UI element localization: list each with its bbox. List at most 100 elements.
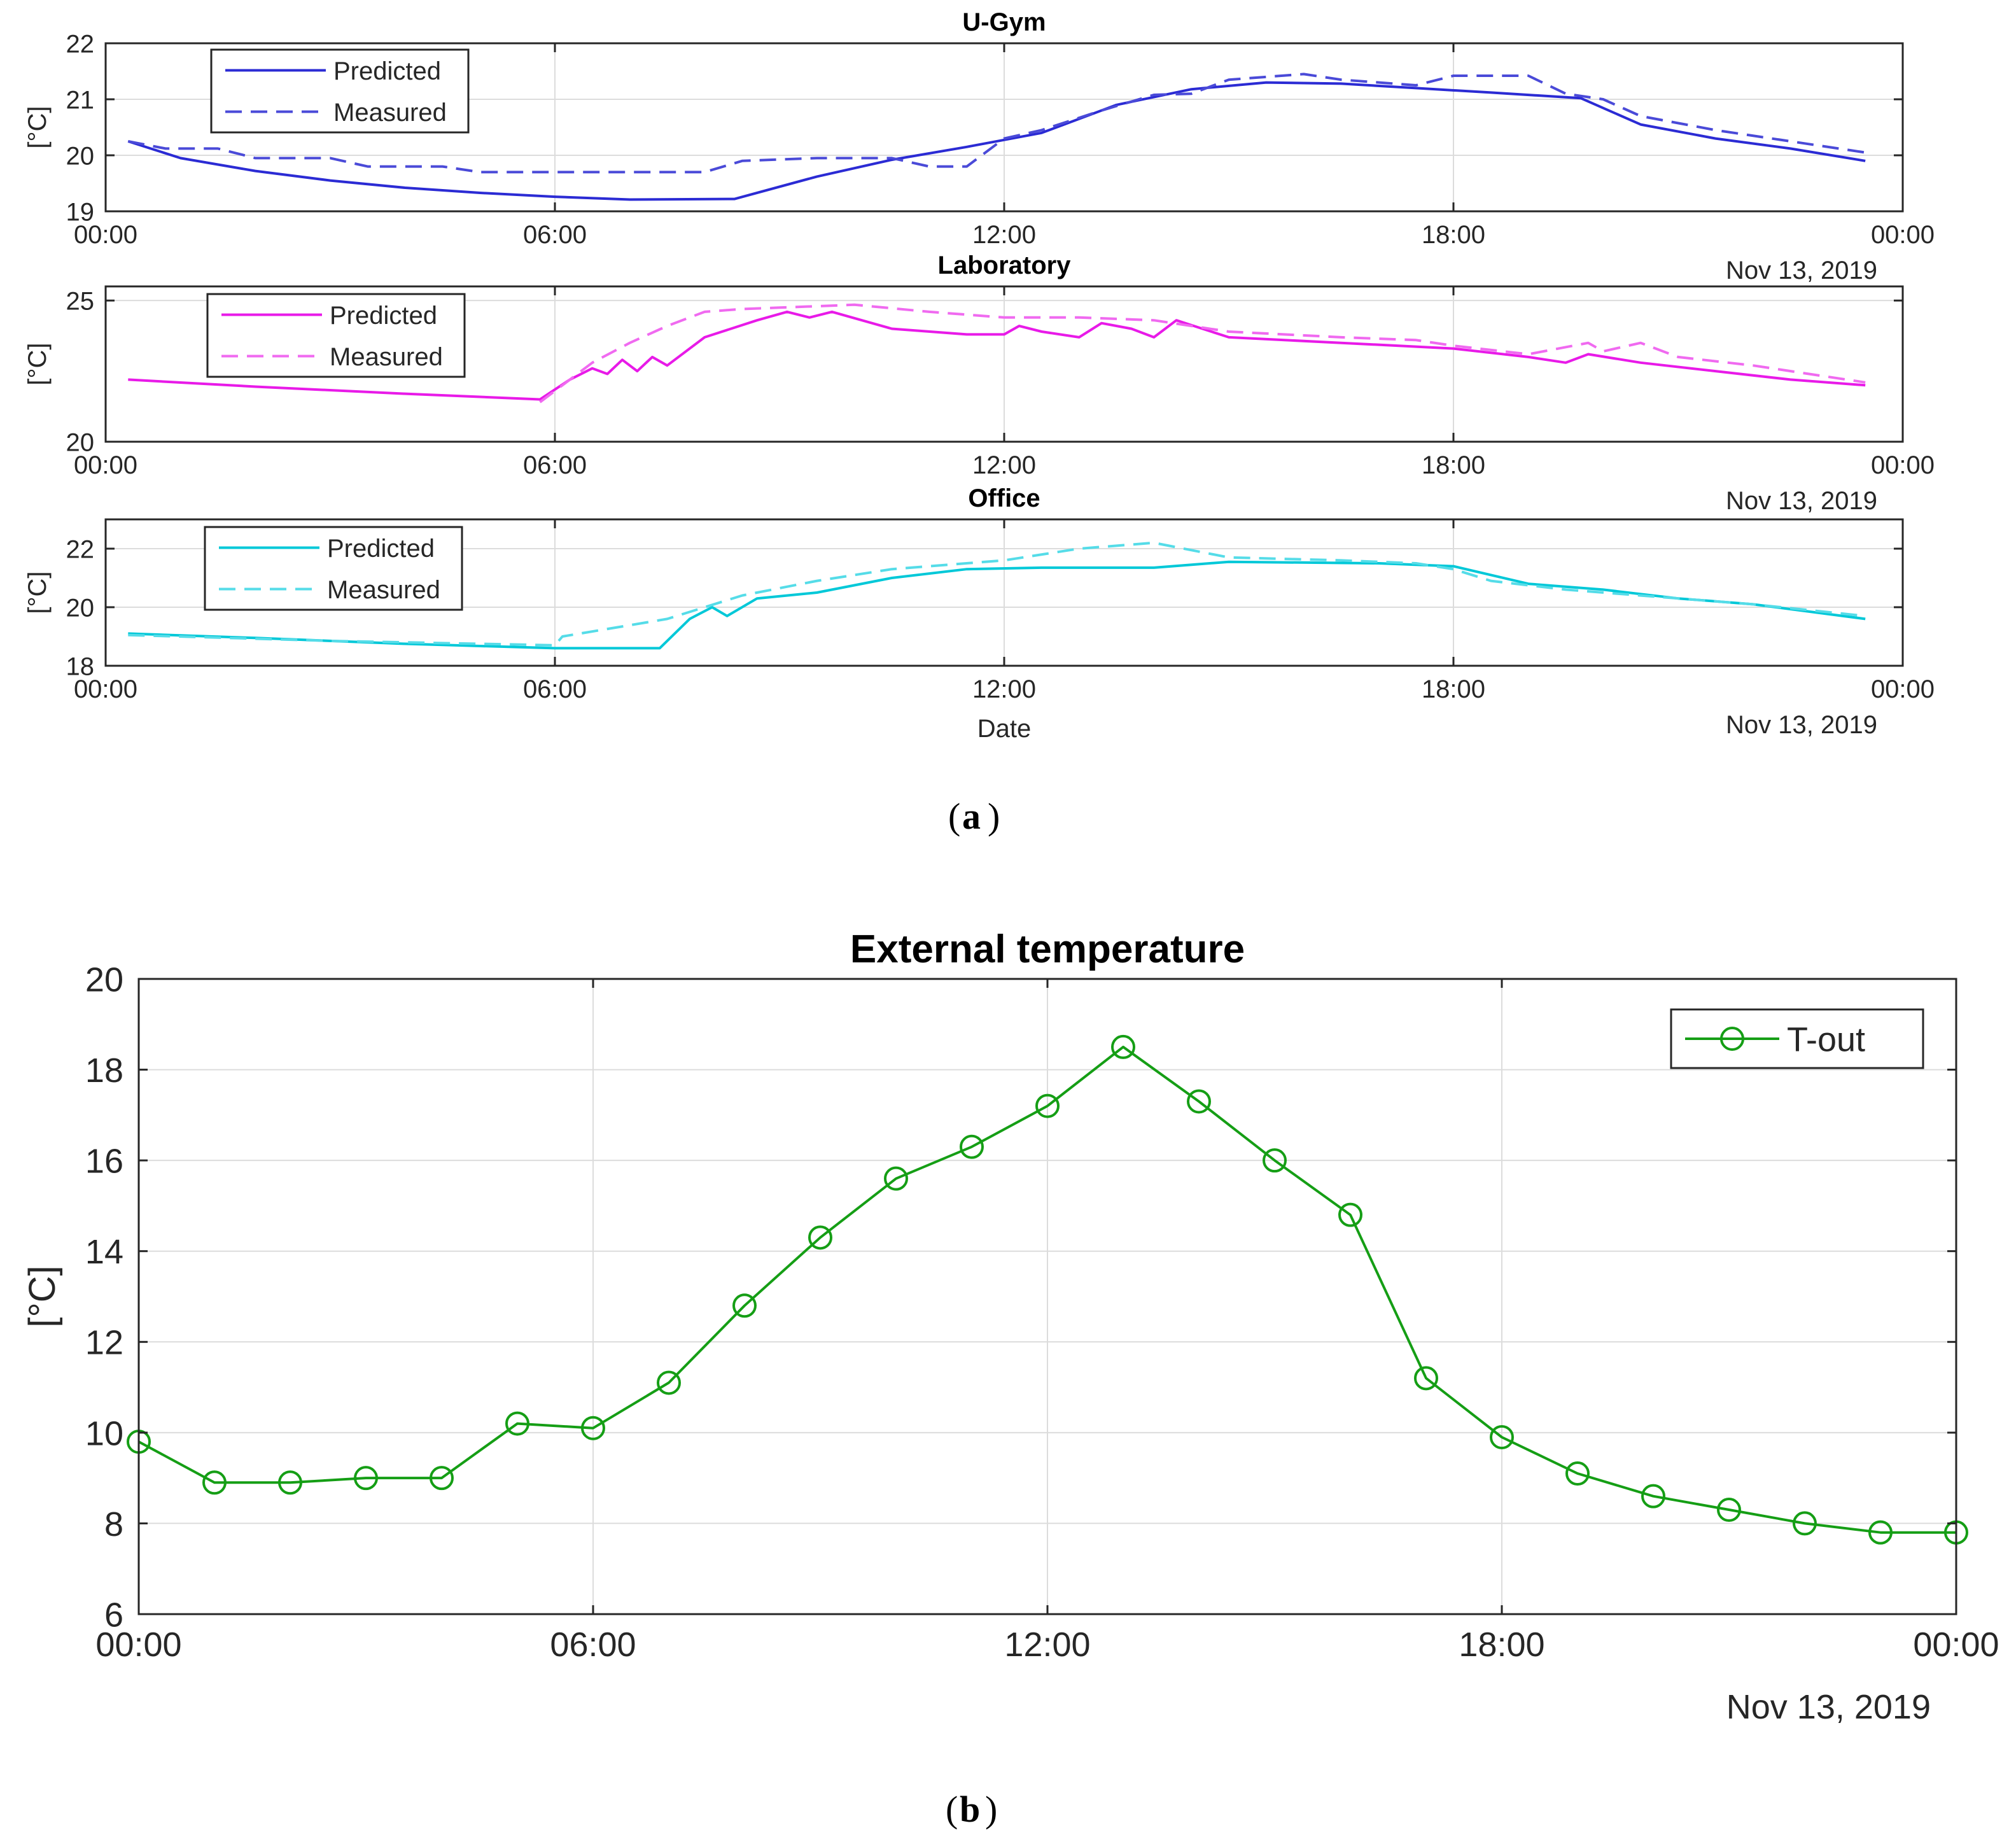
data-point [1565,1461,1590,1486]
svg-text:(: ( [946,1789,958,1830]
data-point [430,1466,454,1491]
x-axis-ticks: 00:00 06:00 12:00 18:00 00:00 [74,43,1935,249]
series-line-predicted [127,81,1866,201]
y-tick-label: 14 [85,1233,123,1271]
series-predicted [128,310,1866,401]
panel-a-office-chart: 00:00 06:00 12:00 18:00 00:00182022Office[°C… [24,484,1935,743]
y-tick-label: 19 [66,198,95,226]
x-tick-label: 06:00 [550,1626,636,1664]
y-axis-label: [°C] [24,571,52,614]
data-point [1490,1424,1514,1449]
x-tick-label: 18:00 [1422,675,1485,703]
series-line-t-out [138,1045,1956,1534]
x-tick-label: 00:00 [74,221,137,249]
x-tick-label: 06:00 [523,221,587,249]
vertical-gridlines [554,43,1454,211]
date-label: Nov 13, 2019 [1726,1688,1931,1726]
y-tick-label: 21 [66,86,95,114]
y-axis-ticks: 6 8 10 12 14 16 18 20 [85,960,1956,1634]
y-axis-label: [°C] [22,1265,63,1327]
x-tick-label: 00:00 [1871,675,1935,703]
data-point [657,1370,681,1395]
x-tick-label: 12:00 [1004,1626,1090,1664]
panel-b-external-temperature-chart: 00:00 06:00 12:00 18:00 00:0068101214161820E… [22,927,1999,1726]
data-point [884,1166,908,1191]
data-point [1338,1202,1362,1227]
vertical-gridlines [592,979,1502,1614]
date-label: Nov 13, 2019 [1726,487,1877,515]
series-predicted [128,560,1866,650]
caption-b-letter: b [960,1789,980,1830]
x-tick-label: 00:00 [74,451,137,479]
legend: Predicted Measured [210,48,470,134]
data-point [354,1466,378,1491]
x-tick-label: 12:00 [972,451,1036,479]
legend-label-measured: Measured [330,343,443,371]
x-axis-ticks: 00:00 06:00 12:00 18:00 00:00 [74,286,1935,479]
legend-box [210,48,470,134]
vertical-gridlines [554,286,1454,442]
x-axis-ticks: 00:00 06:00 12:00 18:00 00:00 [74,519,1935,703]
x-tick-label: 06:00 [523,451,587,479]
x-tick-label: 18:00 [1422,221,1485,249]
data-point [1641,1484,1665,1508]
data-point [1187,1089,1211,1114]
y-tick-label: 18 [85,1051,123,1090]
data-point [1263,1148,1287,1173]
legend-label-t-out: T-out [1787,1020,1865,1058]
svg-text:): ) [988,796,1000,837]
horizontal-gridlines [139,1069,1956,1524]
data-point [1414,1366,1438,1391]
y-tick-label: 20 [85,960,123,999]
date-label: Nov 13, 2019 [1726,711,1877,739]
svg-text:): ) [985,1789,997,1830]
legend-label-measured: Measured [333,99,447,127]
y-tick-label: 25 [66,288,95,316]
legend: Predicted Measured [204,526,463,611]
series-measured [128,541,1866,647]
panel-a-laboratory-chart: 00:00 06:00 12:00 18:00 00:002025Laboratory[… [24,251,1935,515]
caption-b: ( b ) [946,1789,997,1830]
series-line-measured [539,303,1866,404]
x-tick-label: 12:00 [972,221,1036,249]
data-point [1868,1520,1893,1545]
y-tick-label: 20 [66,428,95,456]
caption-a-letter: a [962,796,981,837]
data-point [505,1411,529,1436]
y-tick-label: 8 [104,1505,123,1543]
x-tick-label: 00:00 [1913,1626,1999,1664]
legend-label-predicted: Predicted [333,57,441,85]
legend-label-predicted: Predicted [330,302,437,330]
y-tick-label: 18 [66,652,95,680]
data-point [808,1225,832,1250]
legend: T-out [1670,1008,1924,1069]
x-tick-label: 00:00 [1871,451,1935,479]
data-point [1793,1511,1817,1536]
chart-title: Laboratory [938,251,1072,279]
data-point [278,1470,302,1495]
x-tick-label: 06:00 [523,675,587,703]
y-tick-label: 22 [66,30,95,58]
data-point [1717,1498,1741,1522]
vertical-gridlines [554,519,1454,666]
y-axis-label: [°C] [24,342,52,385]
legend-box [206,293,466,378]
x-tick-label: 00:00 [1871,221,1935,249]
y-axis-ticks: 18 20 22 [66,535,1903,680]
series-predicted [127,81,1866,201]
series-measured [127,73,1866,174]
y-tick-label: 20 [66,142,95,170]
x-tick-label: 00:00 [95,1626,181,1664]
date-label: Nov 13, 2019 [1726,257,1877,285]
y-tick-label: 20 [66,594,95,622]
data-point [581,1416,605,1440]
legend-marker [1720,1027,1744,1051]
data-point [960,1134,984,1159]
y-tick-label: 22 [66,535,95,563]
x-tick-label: 18:00 [1422,451,1485,479]
chart-title: External temperature [850,927,1245,971]
y-tick-label: 12 [85,1324,123,1362]
y-axis-label: [°C] [24,106,52,148]
y-axis-ticks: 19 20 21 22 [66,30,1903,226]
